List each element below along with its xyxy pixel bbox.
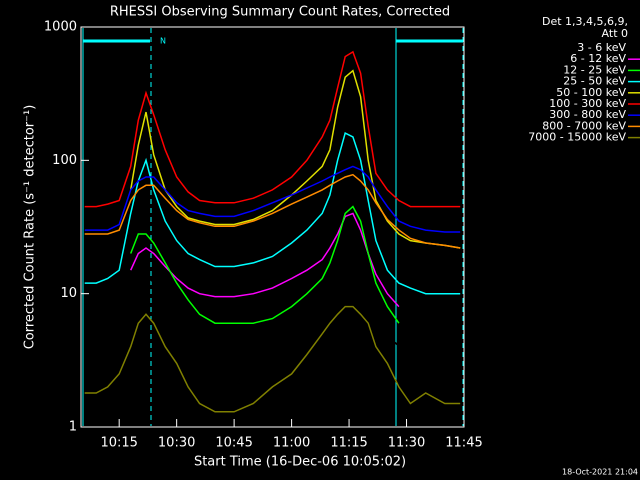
series-line — [129, 69, 461, 249]
series-line — [84, 132, 461, 295]
x-tick-label: 11:00 — [273, 436, 310, 451]
plot-frame — [80, 26, 465, 428]
x-tick-label: 10:30 — [158, 436, 195, 451]
x-tick-label: 10:45 — [215, 436, 252, 451]
series-line — [84, 173, 461, 249]
series-line — [84, 305, 461, 413]
legend-label: 7000 - 15000 keV — [528, 131, 626, 144]
legend-header: Det 1,3,4,5,6,9, — [542, 15, 628, 28]
x-tick-label: 10:15 — [100, 436, 137, 451]
legend-label: 3 - 6 keV — [577, 41, 626, 54]
x-axis-label: Start Time (16-Dec-06 10:05:02) — [194, 455, 406, 470]
legend-label: 100 - 300 keV — [549, 97, 626, 110]
legend-label: 800 - 7000 keV — [542, 119, 626, 132]
legend-label: 300 - 800 keV — [549, 108, 626, 121]
x-tick-label: 11:30 — [388, 436, 425, 451]
y-tick-label: 1 — [69, 420, 77, 435]
legend-label: 6 - 12 keV — [570, 52, 626, 65]
y-tick-label: 10 — [60, 286, 77, 301]
x-tick-label: 11:45 — [445, 436, 482, 451]
annotation: N — [160, 37, 166, 46]
series-line — [130, 246, 400, 356]
legend-label: 50 - 100 keV — [556, 86, 626, 99]
legend-header: Att 0 — [602, 27, 628, 40]
series-line — [130, 212, 400, 308]
timestamp: 18-Oct-2021 21:04 — [562, 468, 638, 477]
series-line — [84, 50, 461, 208]
y-tick-label: 1000 — [44, 20, 77, 35]
legend-label: 25 - 50 keV — [563, 75, 626, 88]
x-tick-label: 11:15 — [330, 436, 367, 451]
legend-label: 12 - 25 keV — [563, 63, 626, 76]
series-line — [84, 165, 461, 233]
chart-title: RHESSI Observing Summary Count Rates, Co… — [110, 5, 450, 20]
y-tick-label: 100 — [52, 153, 77, 168]
series-line — [130, 205, 400, 324]
y-axis-label: Corrected Count Rate (s⁻¹ detector⁻¹) — [23, 105, 38, 350]
